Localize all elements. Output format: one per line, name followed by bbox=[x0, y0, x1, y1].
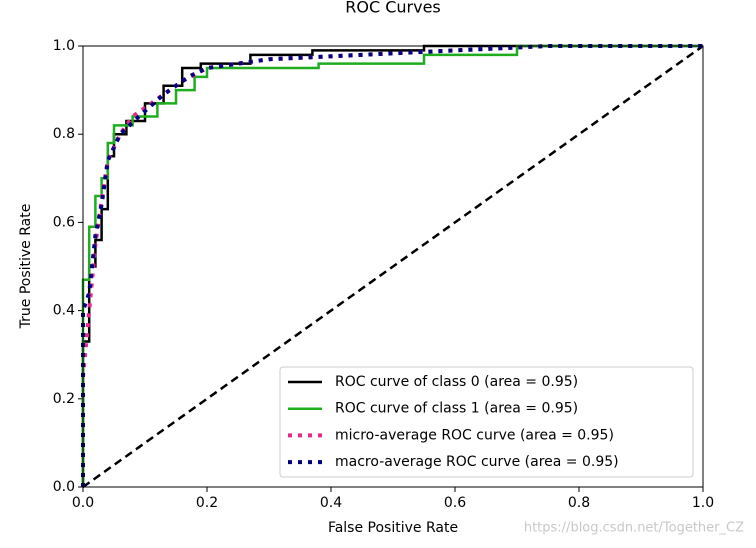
y-tick-label: 0.6 bbox=[53, 214, 75, 230]
legend-label: ROC curve of class 0 (area = 0.95) bbox=[335, 374, 578, 390]
x-tick-label: 0.0 bbox=[72, 495, 94, 511]
reference-line bbox=[82, 44, 704, 489]
roc-line bbox=[81, 44, 703, 487]
y-tick-label: 0.0 bbox=[53, 479, 75, 495]
chart-title: ROC Curves bbox=[345, 0, 441, 17]
x-tick-label: 0.4 bbox=[320, 495, 342, 511]
x-tick-label: 0.8 bbox=[568, 495, 590, 511]
x-axis-label: False Positive Rate bbox=[328, 520, 458, 536]
plot-frame bbox=[82, 45, 704, 488]
x-tick-label: 0.2 bbox=[196, 495, 218, 511]
roc-line bbox=[81, 44, 703, 487]
roc-line bbox=[81, 44, 703, 487]
y-axis-label: True Positive Rate bbox=[18, 204, 34, 330]
legend-label: macro-average ROC curve (area = 0.95) bbox=[335, 454, 619, 470]
legend-box bbox=[279, 366, 694, 478]
x-tick-label: 1.0 bbox=[692, 495, 714, 511]
legend-label: ROC curve of class 1 (area = 0.95) bbox=[335, 401, 578, 417]
y-tick-label: 0.2 bbox=[53, 391, 75, 407]
roc-line bbox=[81, 44, 703, 487]
legend-label: micro-average ROC curve (area = 0.95) bbox=[335, 427, 614, 443]
x-tick-label: 0.6 bbox=[444, 495, 466, 511]
watermark: https://blog.csdn.net/Together_CZ bbox=[524, 521, 744, 536]
y-tick-label: 0.8 bbox=[53, 126, 75, 142]
y-tick-label: 1.0 bbox=[53, 38, 75, 54]
y-tick-label: 0.4 bbox=[53, 303, 75, 319]
